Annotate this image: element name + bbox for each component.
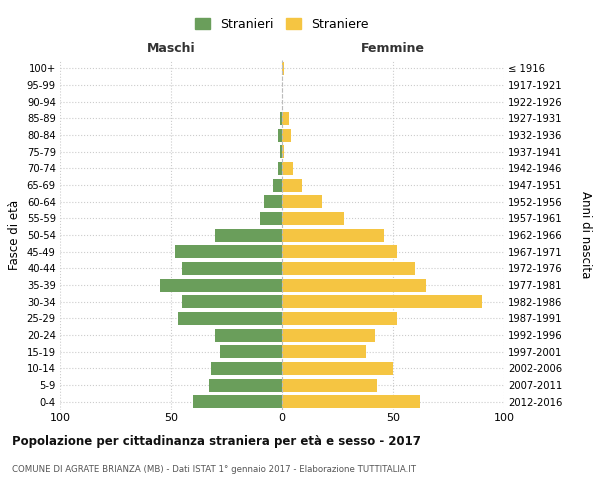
Bar (282, 262, 415, 275)
Bar (178, 312, 282, 325)
Bar (282, 378, 377, 392)
Bar (278, 128, 282, 141)
Bar (211, 362, 282, 375)
Bar (282, 395, 419, 408)
Bar (282, 328, 375, 342)
Bar (193, 395, 282, 408)
Bar (282, 228, 384, 241)
Bar (182, 262, 282, 275)
Bar (282, 212, 344, 225)
Bar (215, 228, 282, 241)
Bar (282, 145, 284, 158)
Bar (220, 345, 282, 358)
Y-axis label: Anni di nascita: Anni di nascita (580, 192, 592, 278)
Text: Maschi: Maschi (146, 42, 196, 55)
Bar (282, 278, 426, 291)
Bar (282, 178, 302, 192)
Bar (282, 245, 397, 258)
Text: COMUNE DI AGRATE BRIANZA (MB) - Dati ISTAT 1° gennaio 2017 - Elaborazione TUTTIT: COMUNE DI AGRATE BRIANZA (MB) - Dati IST… (12, 465, 416, 474)
Bar (282, 128, 291, 141)
Bar (282, 312, 397, 325)
Bar (209, 378, 282, 392)
Bar (215, 328, 282, 342)
Bar (160, 278, 282, 291)
Bar (278, 162, 282, 175)
Text: Popolazione per cittadinanza straniera per età e sesso - 2017: Popolazione per cittadinanza straniera p… (12, 435, 421, 448)
Bar (175, 245, 282, 258)
Bar (280, 145, 282, 158)
Bar (260, 212, 282, 225)
Bar (282, 362, 393, 375)
Bar (264, 195, 282, 208)
Bar (282, 162, 293, 175)
Bar (182, 295, 282, 308)
Bar (282, 112, 289, 125)
Legend: Stranieri, Straniere: Stranieri, Straniere (189, 11, 375, 37)
Bar (282, 345, 367, 358)
Bar (280, 112, 282, 125)
Bar (282, 62, 284, 75)
Text: Femmine: Femmine (361, 42, 425, 55)
Bar (282, 195, 322, 208)
Bar (273, 178, 282, 192)
Bar (282, 295, 482, 308)
Y-axis label: Fasce di età: Fasce di età (8, 200, 21, 270)
